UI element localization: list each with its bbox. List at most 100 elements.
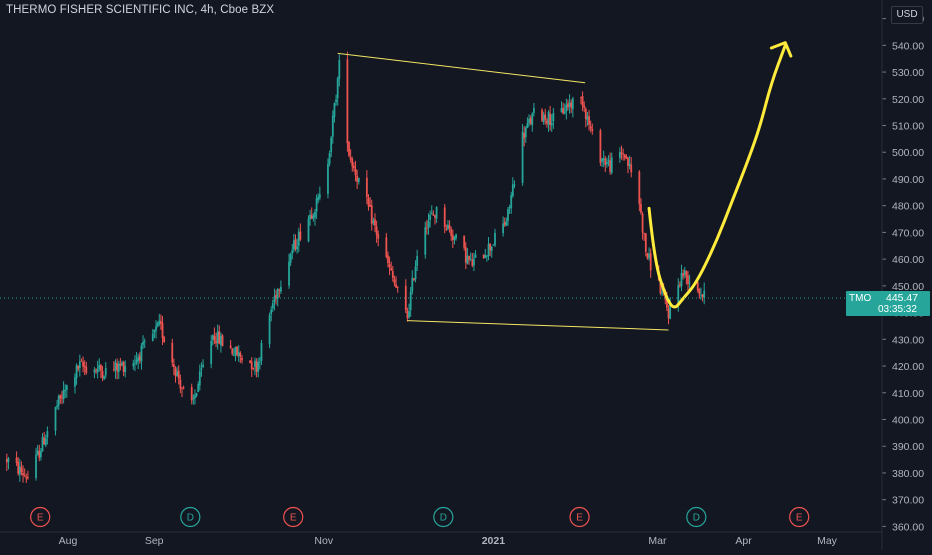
candle-body <box>432 214 435 216</box>
candle-body <box>560 107 563 113</box>
candle-body <box>533 108 535 113</box>
candle-body <box>132 363 135 367</box>
candle-body <box>352 165 355 169</box>
candle-body <box>524 127 527 138</box>
candle-body <box>328 153 331 164</box>
candle-body <box>484 255 487 259</box>
candle-body <box>142 341 144 345</box>
candle-body <box>135 359 138 363</box>
event-marker <box>569 506 590 528</box>
candle-body <box>119 364 122 366</box>
time-tick-label: Apr <box>735 535 752 547</box>
candle-body <box>492 244 495 246</box>
candle-body <box>469 258 472 260</box>
candle-body <box>409 291 412 311</box>
price-tick-label: 460.00 <box>892 254 924 266</box>
price-tick-label: 360.00 <box>892 521 924 533</box>
candle-body <box>65 385 68 390</box>
last-price-symbol: TMO <box>849 293 872 304</box>
candle-body <box>601 158 603 162</box>
candle-body <box>677 285 680 305</box>
event-marker-label: D <box>440 513 447 524</box>
candle-body <box>349 156 352 160</box>
candle-body <box>698 288 701 295</box>
price-tick-label: 420.00 <box>892 361 924 373</box>
trendlines <box>337 52 669 331</box>
candle-body <box>453 236 456 240</box>
candle-body <box>683 270 686 275</box>
candle-body <box>82 361 84 367</box>
candle-body <box>391 271 394 279</box>
candle-body <box>562 107 565 114</box>
candle-body <box>74 377 76 387</box>
candle-body <box>93 369 96 373</box>
candle-body <box>529 117 532 124</box>
price-tick-label: 480.00 <box>892 201 924 213</box>
candle-body <box>231 348 234 355</box>
candle-body <box>27 477 29 478</box>
candle-body <box>114 362 117 371</box>
candle-body <box>299 231 302 240</box>
price-tick-label: 450.00 <box>892 281 924 293</box>
candle-body <box>357 177 360 182</box>
candle-body <box>544 114 547 120</box>
candle-body <box>370 205 373 224</box>
candle-body <box>678 284 681 286</box>
candle-body <box>374 219 376 226</box>
candle-body <box>163 337 166 343</box>
candle-body <box>273 296 276 303</box>
candle-body <box>526 123 529 128</box>
candle-body <box>39 451 42 458</box>
candle-body <box>99 365 102 371</box>
candle-body <box>151 333 154 341</box>
price-tick-label: 490.00 <box>892 174 924 186</box>
candle-body <box>194 395 196 399</box>
price-tick-label: 500.00 <box>892 147 924 159</box>
candle-body <box>356 175 359 182</box>
candle-body <box>494 232 496 246</box>
price-axis[interactable]: 360.00 370.00 380.00 390.00 400.00 410.00 420.… <box>881 0 924 550</box>
candle-body <box>570 102 573 108</box>
candle-body <box>260 342 263 361</box>
candle-body <box>112 368 115 370</box>
candle-body <box>549 113 552 126</box>
candle-body <box>445 228 448 230</box>
candle-body <box>239 353 242 357</box>
candle-body <box>268 315 271 345</box>
candle-body <box>703 290 706 298</box>
candle-body <box>625 156 628 159</box>
candle-body <box>346 59 349 144</box>
candle-body <box>198 371 201 386</box>
candle-body <box>254 360 256 368</box>
candle-body <box>36 450 39 455</box>
candle-body <box>270 309 273 315</box>
event-marker-label: E <box>290 513 297 524</box>
candle-body <box>278 289 281 291</box>
candle-body <box>696 281 699 291</box>
bar-countdown: 03:35:32 <box>878 304 917 315</box>
candle-body <box>682 273 685 277</box>
candle-body <box>644 233 647 252</box>
candle-body <box>134 363 136 364</box>
price-tick-label: 520.00 <box>892 94 924 106</box>
candle-body <box>318 194 321 198</box>
candle-body <box>447 224 449 229</box>
time-axis[interactable]: Aug Sep Nov 2021 Mar Apr May <box>0 531 882 547</box>
event-marker <box>433 506 454 528</box>
candle-body <box>292 240 295 250</box>
candle-body <box>7 458 10 462</box>
time-tick-label: Aug <box>59 535 78 547</box>
candle-body <box>234 346 237 356</box>
price-tick-label: 510.00 <box>892 121 924 133</box>
price-tick-label: 430.00 <box>892 334 924 346</box>
last-price-value: 445.47 <box>886 292 919 304</box>
candle-body <box>385 237 388 258</box>
candle-body <box>271 303 274 309</box>
candle-body <box>528 119 530 123</box>
candle-body <box>103 376 106 380</box>
candle-body <box>581 96 584 106</box>
candle-body <box>160 321 162 324</box>
currency-button[interactable]: USD <box>891 6 923 24</box>
